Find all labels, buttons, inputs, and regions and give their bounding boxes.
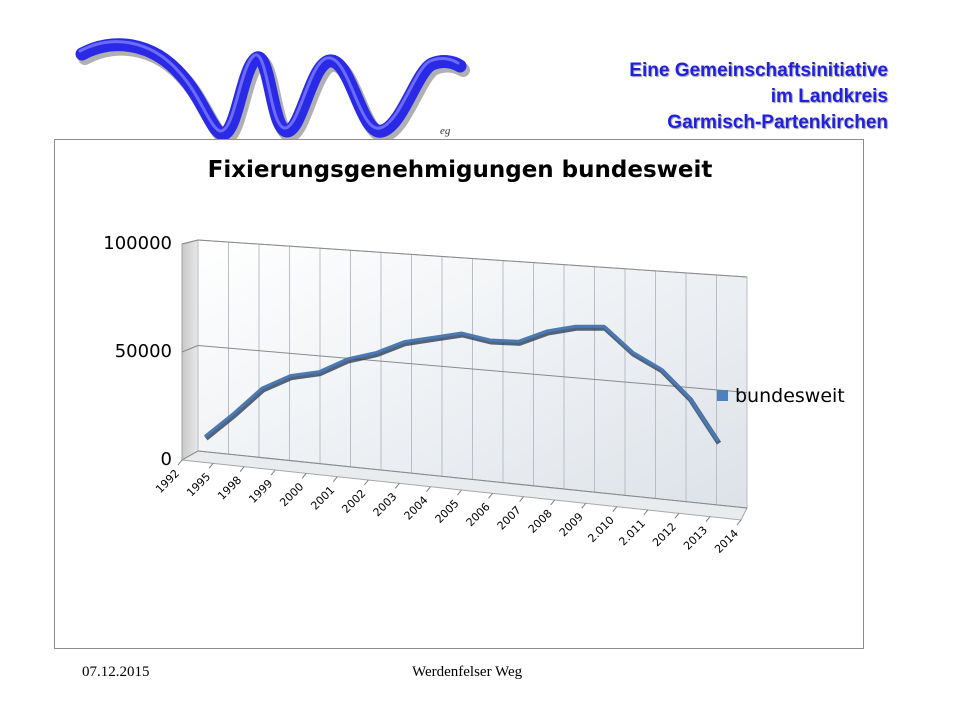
x-tick-mark: [363, 479, 369, 486]
x-tick-mark: [426, 486, 431, 492]
horizontal-gridline: [197, 345, 748, 393]
x-tick-label: 2008: [526, 507, 555, 536]
x-tick-label: 2000: [277, 480, 306, 509]
initiative-text: Eine Gemeinschaftsinitiative im Landkrei…: [508, 58, 888, 136]
horizontal-gridline-side: [181, 450, 199, 461]
x-tick-label: 2007: [495, 504, 524, 533]
x-tick-label: 1999: [246, 477, 275, 506]
x-tick-mark: [581, 503, 587, 509]
chart-frame: 0 50000 100000 1992 1995 1998 1999 2000 2001 2002…: [54, 139, 864, 649]
x-tick-mark: [332, 476, 338, 482]
series-line-bundesweit: [204, 324, 720, 443]
x-tick-label: 2006: [464, 500, 493, 529]
line-chart: 0 50000 100000 1992 1995 1998 1999 2000 2001 2002…: [103, 157, 845, 556]
x-tick-label: 2003: [371, 490, 400, 519]
x-tick-label: 2009: [557, 510, 586, 539]
x-tick-mark: [301, 473, 307, 479]
legend-label: bundesweit: [735, 385, 845, 407]
x-tick-mark: [519, 496, 525, 502]
y-tick-label: 100000: [103, 233, 172, 254]
x-tick-mark: [457, 489, 462, 496]
horizontal-gridline-side: [181, 239, 199, 245]
x-tick-label: 2.010: [585, 514, 616, 545]
horizontal-gridline-side: [181, 345, 199, 353]
chart-side-wall: [181, 239, 199, 461]
x-tick-mark: [736, 519, 742, 526]
x-tick-label: 1995: [184, 470, 213, 499]
logo-werdenfelser-weg: eg: [72, 36, 472, 146]
x-tick-label: 2005: [433, 497, 462, 526]
logo-suffix: eg: [440, 125, 451, 137]
x-tick-label: 2.011: [616, 517, 647, 548]
x-tick-label: 1998: [215, 474, 244, 503]
x-tick-mark: [674, 513, 680, 519]
x-tick-mark: [208, 463, 214, 469]
x-tick-label: 2013: [681, 524, 710, 553]
horizontal-gridline: [197, 239, 748, 278]
x-tick-mark: [705, 516, 711, 522]
footer-date: 07.12.2015: [82, 664, 150, 680]
x-tick-mark: [270, 469, 276, 476]
x-tick-label: 1992: [153, 467, 182, 496]
x-tick-mark: [394, 483, 400, 489]
footer-name: Werdenfelser Weg: [412, 664, 523, 680]
x-tick-label: 2001: [308, 484, 337, 513]
x-tick-mark: [488, 493, 493, 499]
y-tick-label: 50000: [115, 341, 172, 362]
x-tick-mark: [177, 459, 183, 466]
x-tick-label: 2002: [339, 487, 368, 516]
x-tick-mark: [612, 506, 618, 512]
y-tick-label: 0: [161, 449, 172, 470]
chart-title: Fixierungsgenehmigungen bundesweit: [208, 157, 713, 183]
x-tick-label: 2004: [402, 494, 431, 523]
legend-marker: [717, 390, 728, 401]
x-tick-label: 2014: [712, 527, 741, 556]
logo-wave-icon: eg: [75, 38, 470, 145]
x-tick-mark: [550, 499, 556, 506]
initiative-line-3: Garmisch-Partenkirchen: [667, 112, 888, 133]
x-tick-label: 2012: [650, 520, 679, 549]
x-tick-mark: [643, 509, 649, 516]
horizontal-gridline: [197, 450, 748, 509]
initiative-line-1: Eine Gemeinschaftsinitiative: [629, 60, 888, 81]
x-tick-mark: [239, 466, 245, 472]
initiative-line-2: im Landkreis: [770, 86, 888, 107]
